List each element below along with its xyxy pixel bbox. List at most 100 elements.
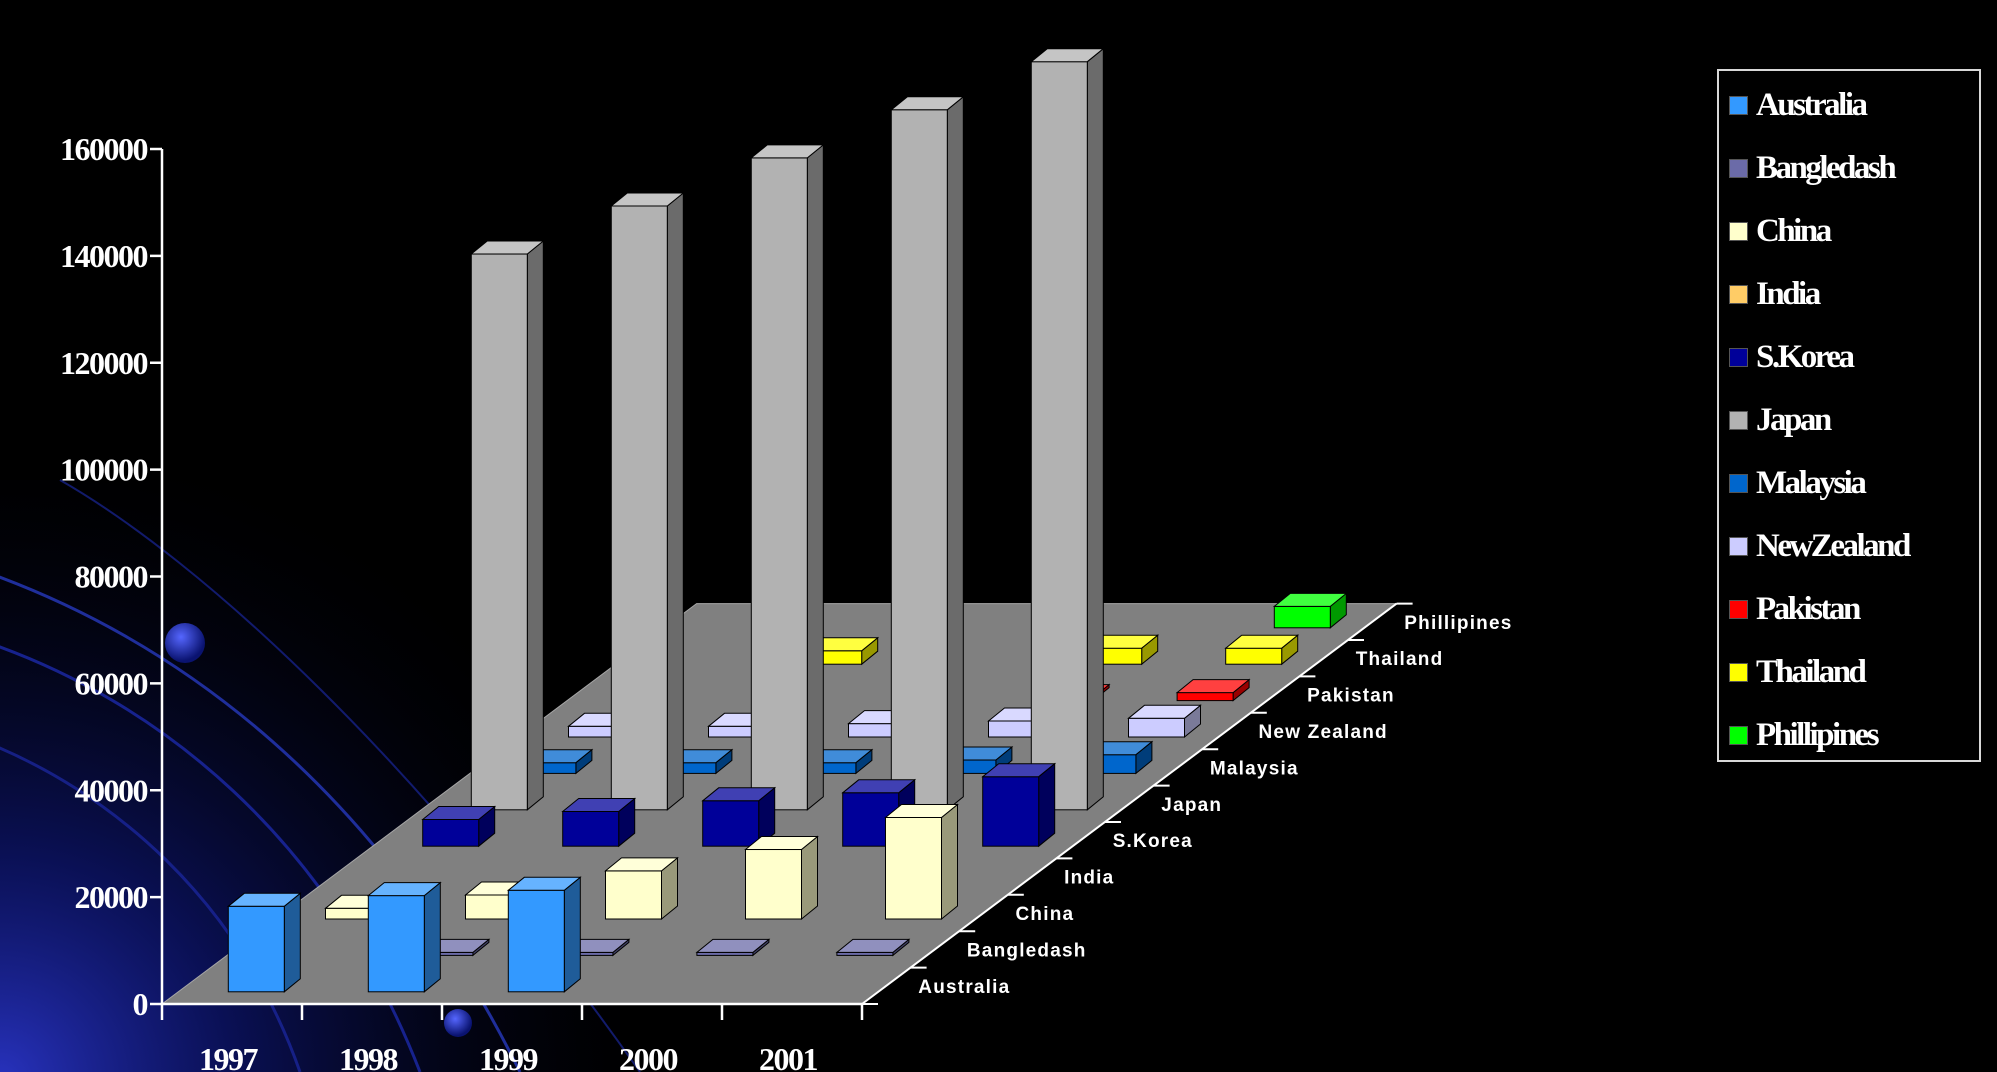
bar-top xyxy=(889,96,965,111)
depth-category-label: Pakistan xyxy=(1307,686,1395,707)
x-category-label: 2001 xyxy=(759,1041,818,1072)
legend-item: Phillipines xyxy=(1729,715,1880,755)
x-category-label: 2000 xyxy=(619,1041,678,1072)
bar-top xyxy=(744,836,819,850)
legend-label: China xyxy=(1756,212,1832,249)
bar-front xyxy=(885,816,942,920)
bar-side xyxy=(283,892,301,993)
y-tick-label: 0 xyxy=(133,986,148,1022)
legend-label: Bangledash xyxy=(1756,149,1897,186)
bar-top xyxy=(749,144,825,159)
bar-top xyxy=(835,938,911,953)
bar-top xyxy=(1029,48,1105,63)
bar-top xyxy=(1175,679,1251,694)
depth-axis-line xyxy=(861,602,1398,1005)
x-category-label: 1998 xyxy=(339,1041,398,1072)
bar-china-1999 xyxy=(604,856,679,921)
bar-side xyxy=(806,143,824,811)
bar-top xyxy=(506,876,582,891)
y-tick-label: 140000 xyxy=(60,238,148,274)
y-tick-label: 80000 xyxy=(75,559,148,595)
bar-top xyxy=(701,787,777,802)
bar-front xyxy=(470,253,528,811)
legend-label: Phillipines xyxy=(1756,716,1880,753)
legend-swatch xyxy=(1729,536,1748,556)
legend-swatch xyxy=(1729,599,1748,619)
bar-china-2001 xyxy=(884,803,959,921)
legend-item: Japan xyxy=(1729,400,1832,440)
legend-item: China xyxy=(1729,211,1832,251)
depth-category-label: China xyxy=(1016,904,1075,925)
bar-top xyxy=(469,240,545,255)
legend-item: Bangledash xyxy=(1729,148,1897,188)
legend-swatch xyxy=(1729,473,1748,493)
legend-item: Pakistan xyxy=(1729,589,1861,629)
legend-item: NewZealand xyxy=(1729,526,1911,566)
bar-top xyxy=(1272,592,1348,607)
bar-side xyxy=(946,95,964,811)
bar-front xyxy=(367,895,425,993)
bar-front xyxy=(982,776,1040,847)
legend-item: India xyxy=(1729,274,1821,314)
depth-category-label: Malaysia xyxy=(1210,758,1299,779)
bar-top xyxy=(1127,704,1202,719)
bar-s-korea-1999 xyxy=(701,786,777,848)
bar-japan-1998 xyxy=(609,191,685,811)
depth-category-label: Phillipines xyxy=(1404,613,1512,634)
bar-top xyxy=(981,763,1057,778)
depth-category-label: S.Korea xyxy=(1113,831,1193,852)
bar-front xyxy=(605,870,662,920)
bar-side xyxy=(526,239,544,811)
background-orb xyxy=(444,1009,472,1037)
bar-front xyxy=(422,818,480,847)
bar-top xyxy=(226,892,302,907)
depth-category-label: India xyxy=(1064,868,1114,889)
bar-front xyxy=(1273,605,1331,629)
bar-s-korea-2001 xyxy=(981,762,1057,848)
legend-swatch xyxy=(1729,725,1748,745)
bar-australia-1998 xyxy=(366,881,442,993)
bar-top xyxy=(1224,634,1300,649)
legend-swatch xyxy=(1729,221,1748,241)
bar-front xyxy=(745,849,802,920)
bar-side xyxy=(1086,47,1104,811)
bar-front xyxy=(610,205,668,811)
bar-top xyxy=(841,779,917,794)
bar-australia-1997 xyxy=(226,892,302,993)
depth-category-label: Australia xyxy=(918,977,1010,998)
bar-top xyxy=(884,804,959,818)
legend-swatch xyxy=(1729,662,1748,682)
bar-s-korea-1998 xyxy=(561,797,637,848)
bar-top xyxy=(695,938,771,953)
legend-swatch xyxy=(1729,95,1748,115)
bar-japan-2001 xyxy=(1029,47,1105,811)
bar-side xyxy=(423,881,441,993)
y-tick-label: 160000 xyxy=(60,131,148,167)
depth-category-label: New Zealand xyxy=(1259,722,1388,743)
legend-label: Japan xyxy=(1756,401,1832,438)
legend-swatch xyxy=(1729,347,1748,367)
legend-item: Thailand xyxy=(1729,652,1867,692)
x-category-label: 1997 xyxy=(199,1041,259,1072)
depth-category-label: Thailand xyxy=(1356,649,1444,670)
bar-thailand-2001 xyxy=(1224,634,1300,666)
bar-top xyxy=(421,806,497,820)
bar-front xyxy=(1225,647,1283,665)
bar-s-korea-1997 xyxy=(421,805,497,848)
x-category-label: 1999 xyxy=(479,1041,538,1072)
bar-top xyxy=(609,192,685,207)
bar-australia-1999 xyxy=(506,876,582,993)
legend-label: Pakistan xyxy=(1756,590,1861,627)
legend-label: S.Korea xyxy=(1756,338,1855,375)
bar-side xyxy=(801,835,818,921)
legend-label: India xyxy=(1756,275,1821,312)
bar-side xyxy=(563,876,581,993)
bar-side xyxy=(1038,762,1056,848)
legend-item: Malaysia xyxy=(1729,463,1867,503)
legend-swatch xyxy=(1729,158,1748,178)
y-tick-label: 20000 xyxy=(75,879,148,915)
y-tick-label: 60000 xyxy=(75,665,148,701)
bar-front xyxy=(702,800,760,847)
bar-side xyxy=(666,191,684,811)
